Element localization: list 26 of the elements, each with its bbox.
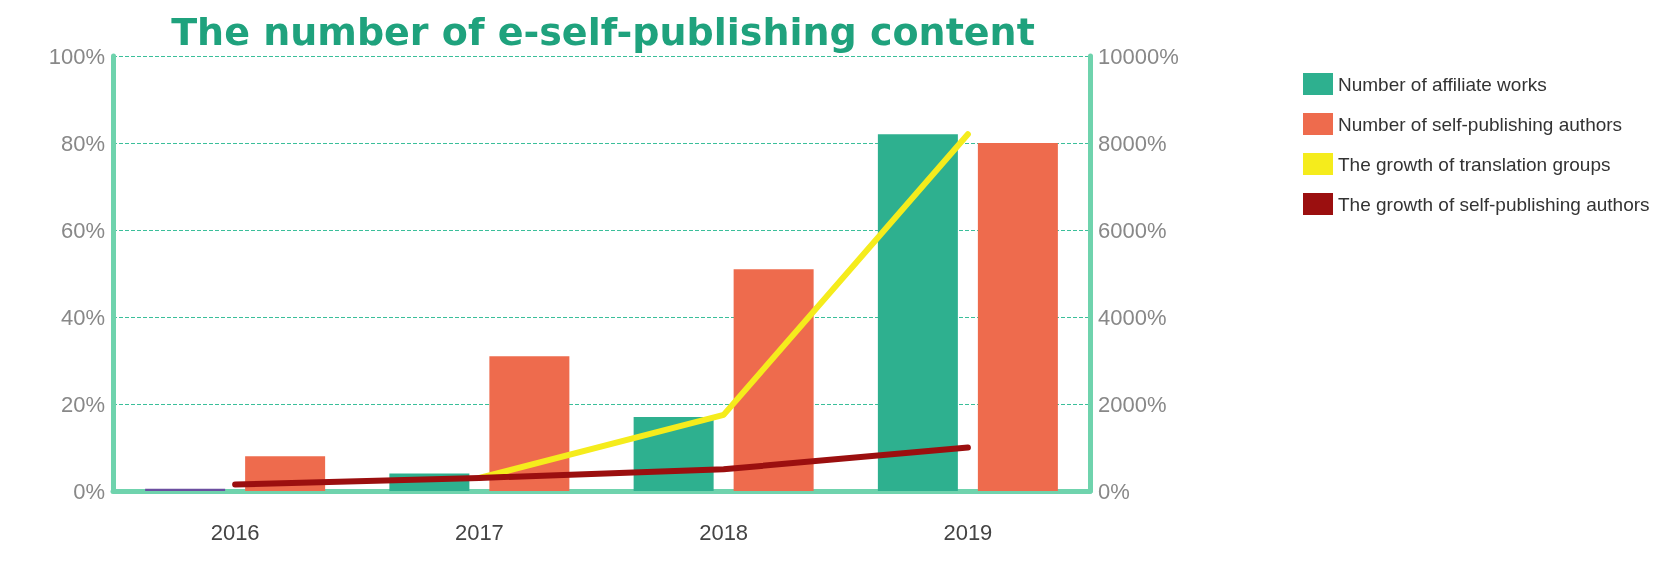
y-tick-label: 80% bbox=[60, 130, 105, 156]
x-tick-label: 2017 bbox=[454, 519, 504, 545]
legend-label: Number of affiliate works bbox=[1338, 73, 1547, 95]
chart-title: The number of e-self-publishing content bbox=[171, 10, 1035, 54]
y-tick-label: 40% bbox=[60, 304, 105, 330]
legend-label: The growth of translation groups bbox=[1338, 153, 1611, 175]
bar bbox=[977, 143, 1058, 491]
y-tick-label: 60% bbox=[60, 217, 105, 243]
legend-label: The growth of self-publishing authors bbox=[1338, 193, 1650, 215]
bar bbox=[733, 269, 814, 491]
bar bbox=[489, 356, 570, 491]
y2-tick-label: 2000% bbox=[1098, 391, 1167, 417]
y2-tick-label: 6000% bbox=[1098, 217, 1167, 243]
y2-tick-label: 10000% bbox=[1098, 43, 1179, 69]
y-tick-label: 20% bbox=[60, 391, 105, 417]
y2-tick-label: 4000% bbox=[1098, 304, 1167, 330]
legend-label: Number of self-publishing authors bbox=[1338, 113, 1623, 135]
bar bbox=[145, 488, 226, 491]
y2-tick-label: 8000% bbox=[1098, 130, 1167, 156]
x-tick-label: 2018 bbox=[699, 519, 749, 545]
y-tick-label: 0% bbox=[73, 478, 105, 504]
bar bbox=[877, 134, 958, 491]
x-tick-label: 2016 bbox=[210, 519, 260, 545]
y-tick-label: 100% bbox=[48, 43, 105, 69]
y2-tick-label: 0% bbox=[1098, 478, 1130, 504]
x-tick-label: 2019 bbox=[943, 519, 993, 545]
